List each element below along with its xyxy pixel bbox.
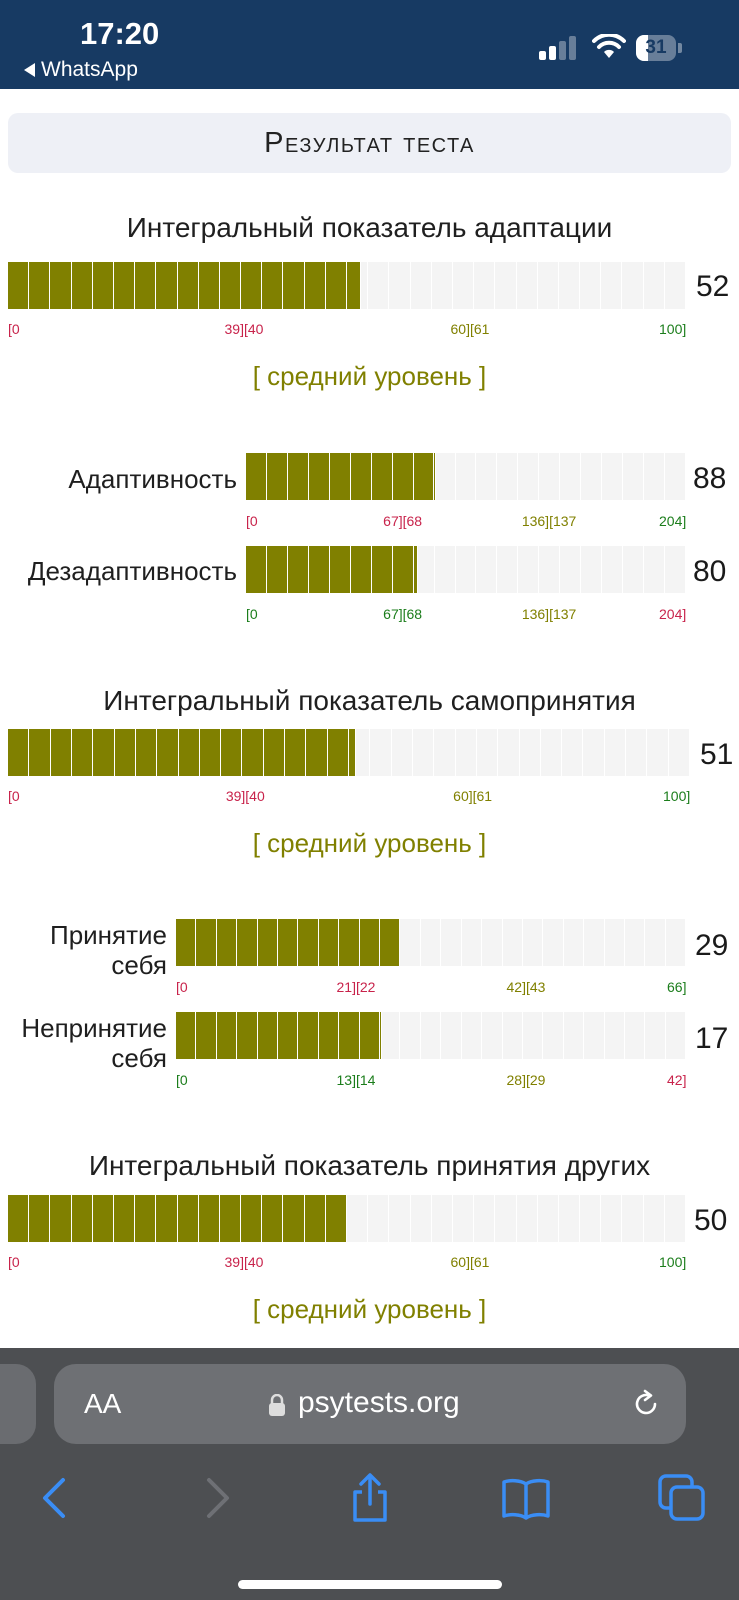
scale-tick-label: 42][43: [506, 979, 546, 995]
score-acceptance-others: 50: [694, 1204, 728, 1237]
battery-icon: 31: [636, 35, 682, 61]
forward-icon[interactable]: [190, 1472, 242, 1524]
reload-icon[interactable]: [630, 1388, 662, 1420]
subscale-label-self-accept: Принятие себя: [50, 920, 167, 980]
back-app-label: WhatsApp: [41, 58, 138, 81]
scale-ticks-self-nonaccept: [0 13][14 28][29 42]: [176, 1072, 686, 1090]
scale-tick-label: [0: [8, 1254, 20, 1270]
scale-tick-label: 21][22: [336, 979, 376, 995]
scale-tick-label: 204]: [659, 606, 687, 622]
address-bar[interactable]: AA psytests.org: [54, 1364, 686, 1444]
back-icon[interactable]: [30, 1472, 82, 1524]
scale-tick-label: 39][40: [225, 788, 265, 804]
scale-tick-label: 67][68: [383, 606, 423, 622]
bar-fill: [176, 919, 400, 966]
scale-tick-label: 28][29: [506, 1072, 546, 1088]
bar-fill: [176, 1012, 383, 1059]
section-title-acceptance-others: Интегральный показатель принятия других: [88, 1150, 651, 1181]
scale-bar-acceptance-others: [8, 1195, 686, 1242]
wifi-icon: [592, 34, 626, 58]
score-self-accept: 29: [695, 929, 729, 962]
scale-tick-label: 67][68: [383, 513, 423, 529]
section-title-self-acceptance: Интегральный показатель самопринятия: [103, 685, 636, 716]
scale-tick-label: [0: [176, 1072, 188, 1088]
subscale-label-self-nonaccept: Непринятие себя: [21, 1013, 167, 1073]
scale-tick-label: 100]: [659, 321, 687, 337]
cellular-signal-icon: [539, 36, 577, 60]
scale-tick-label: 204]: [659, 513, 687, 529]
scale-bar-self-accept: [176, 919, 686, 966]
scale-tick-label: 42]: [667, 1072, 687, 1088]
section-title-adaptation: Интегральный показатель адаптации: [126, 212, 613, 243]
previous-tab-preview[interactable]: [0, 1364, 36, 1444]
scale-bar-adaptivity: [246, 453, 686, 500]
scale-ticks-adaptation: [0 39][40 60][61 100]: [8, 321, 686, 339]
share-icon[interactable]: [344, 1472, 396, 1524]
scale-tick-label: 39][40: [224, 321, 264, 337]
browser-toolbar: AA psytests.org: [0, 1348, 739, 1600]
scale-bar-disadaptivity: [246, 546, 686, 593]
score-self-acceptance: 51: [700, 738, 734, 771]
level-acceptance-others: [ средний уровень ]: [252, 1294, 487, 1324]
url-domain: psytests.org: [298, 1386, 460, 1419]
bar-fill: [8, 1195, 347, 1242]
home-indicator: [238, 1580, 502, 1589]
tabs-icon[interactable]: [656, 1472, 708, 1524]
scale-bar-self-acceptance: [8, 729, 690, 776]
scale-ticks-disadaptivity: [0 67][68 136][137 204]: [246, 606, 686, 624]
scale-tick-label: [0: [176, 979, 188, 995]
scale-tick-label: [0: [8, 321, 20, 337]
level-self-acceptance: [ средний уровень ]: [252, 828, 487, 858]
score-adaptation: 52: [696, 270, 730, 303]
scale-tick-label: [0: [246, 606, 258, 622]
battery-percent: 31: [645, 37, 667, 58]
status-time: 17:20: [80, 16, 160, 51]
result-header: Результат теста: [8, 113, 731, 173]
scale-ticks-self-accept: [0 21][22 42][43 66]: [176, 979, 686, 997]
scale-ticks-acceptance-others: [0 39][40 60][61 100]: [8, 1254, 686, 1272]
bar-fill: [8, 262, 361, 309]
text-size-button[interactable]: AA: [84, 1388, 122, 1419]
bar-fill: [246, 453, 436, 500]
scale-tick-label: [0: [8, 788, 20, 804]
scale-ticks-adaptivity: [0 67][68 136][137 204]: [246, 513, 686, 531]
scale-tick-label: 39][40: [224, 1254, 264, 1270]
scale-tick-label: 136][137: [521, 513, 577, 529]
score-self-nonaccept: 17: [695, 1022, 729, 1055]
bar-fill: [8, 729, 356, 776]
scale-bar-self-nonaccept: [176, 1012, 686, 1059]
back-to-app-link[interactable]: WhatsApp: [24, 58, 138, 82]
scale-tick-label: 66]: [667, 979, 687, 995]
bar-fill: [246, 546, 419, 593]
score-disadaptivity: 80: [693, 555, 727, 588]
scale-ticks-self-acceptance: [0 39][40 60][61 100]: [8, 788, 690, 806]
scale-bar-adaptation: [8, 262, 686, 309]
back-arrow-icon: [24, 63, 35, 77]
page-title: Результат теста: [264, 126, 475, 159]
scale-tick-label: [0: [246, 513, 258, 529]
status-bar: 17:20 WhatsApp 31: [0, 0, 739, 89]
lock-icon: [269, 1394, 285, 1416]
scale-tick-label: 100]: [663, 788, 691, 804]
level-adaptation: [ средний уровень ]: [252, 361, 487, 391]
score-adaptivity: 88: [693, 462, 727, 495]
scale-tick-label: 100]: [659, 1254, 687, 1270]
scale-tick-label: 60][61: [453, 788, 493, 804]
scale-tick-label: 60][61: [450, 1254, 490, 1270]
subscale-label-disadaptivity: Дезадаптивность: [27, 556, 237, 586]
scale-tick-label: 13][14: [336, 1072, 376, 1088]
subscale-label-adaptivity: Адаптивность: [68, 464, 237, 494]
scale-tick-label: 136][137: [521, 606, 577, 622]
bookmarks-icon[interactable]: [500, 1472, 552, 1524]
scale-tick-label: 60][61: [450, 321, 490, 337]
